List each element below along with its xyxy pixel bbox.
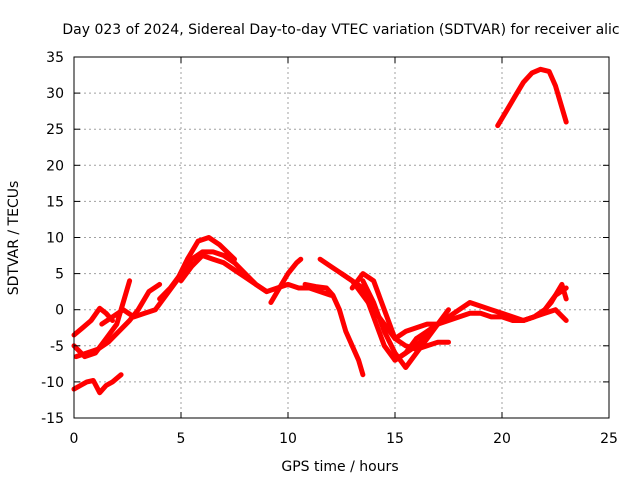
data-series	[71, 66, 569, 396]
series-arc-1	[71, 372, 124, 396]
axis-ticks: 0 5 10 15 20 25 -15 -10 -5 0 5 10 15 20 25 30 35	[41, 50, 618, 447]
y-tick-label: 20	[46, 158, 64, 174]
y-tick-label: 15	[46, 194, 64, 210]
grid-lines	[74, 57, 609, 418]
series-arc-6	[157, 249, 334, 302]
series-arc-16	[520, 281, 569, 323]
y-tick-label: -15	[41, 411, 64, 427]
series-arc-4	[73, 281, 163, 360]
series-arc-8	[268, 256, 304, 305]
series-arc-9	[302, 281, 366, 378]
chart-title: Day 023 of 2024, Sidereal Day-to-day VTE…	[62, 22, 619, 38]
series-arc-12	[349, 271, 441, 342]
y-tick-label: -10	[41, 375, 64, 391]
x-tick-label: 0	[70, 431, 79, 447]
series-arc-3	[71, 278, 133, 360]
y-axis-label: SDTVAR / TECUs	[6, 181, 22, 296]
y-tick-label: 25	[46, 122, 64, 138]
x-tick-label: 20	[493, 431, 511, 447]
y-tick-label: 35	[46, 50, 64, 66]
series-arc-17	[495, 66, 569, 129]
x-axis-label: GPS time / hours	[281, 459, 398, 475]
y-tick-label: 5	[55, 267, 64, 283]
x-tick-label: 25	[600, 431, 618, 447]
series-arc-2	[71, 305, 115, 338]
y-tick-label: 30	[46, 86, 64, 102]
x-tick-label: 5	[177, 431, 186, 447]
y-tick-label: 10	[46, 231, 64, 247]
x-tick-label: 10	[279, 431, 297, 447]
series-arc-7	[178, 253, 270, 295]
y-tick-label: 0	[55, 303, 64, 319]
y-tick-label: -5	[50, 339, 64, 355]
x-tick-label: 15	[386, 431, 404, 447]
